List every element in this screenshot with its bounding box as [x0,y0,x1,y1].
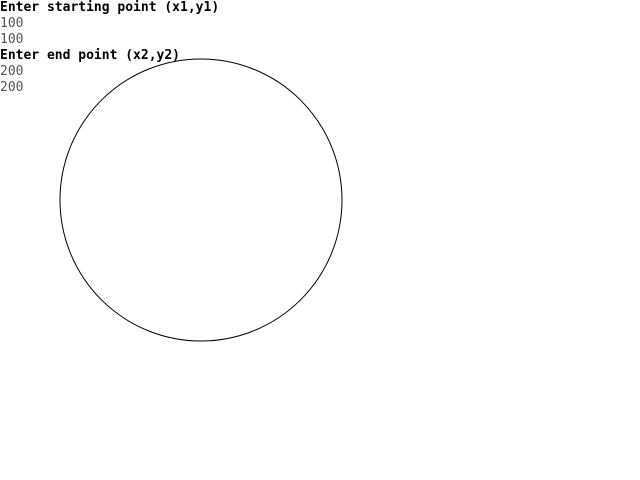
end-point-prompt: Enter end point (x2,y2) [0,48,181,63]
x2-input-value: 200 [0,64,24,79]
y1-input-value: 100 [0,32,24,47]
x1-input-value: 100 [0,16,24,31]
y2-input-value: 200 [0,80,24,95]
drawn-circle [59,58,343,342]
start-point-prompt: Enter starting point (x1,y1) [0,0,220,15]
